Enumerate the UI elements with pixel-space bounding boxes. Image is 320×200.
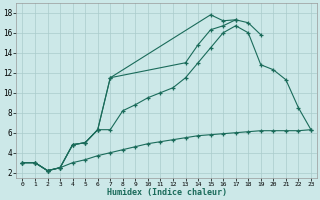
X-axis label: Humidex (Indice chaleur): Humidex (Indice chaleur) — [107, 188, 227, 197]
